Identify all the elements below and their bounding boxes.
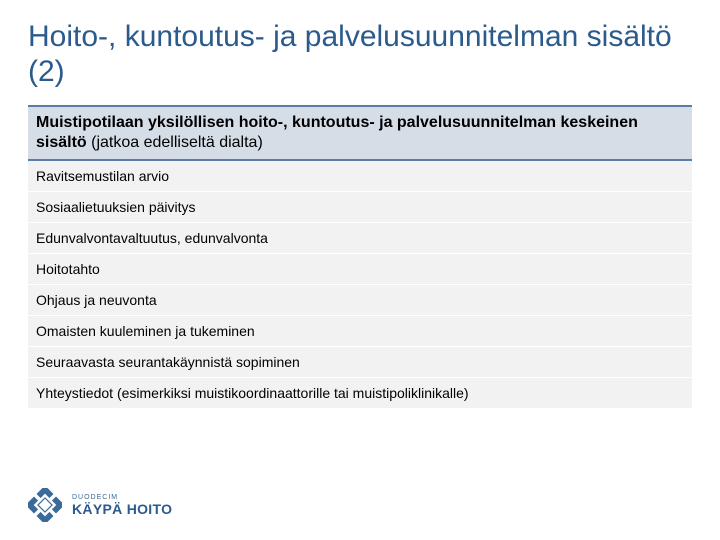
table-row: Hoitotahto [28,254,692,285]
table-header-row: Muistipotilaan yksilöllisen hoito-, kunt… [28,106,692,160]
table-row: Seuraavasta seurantakäynnistä sopiminen [28,347,692,378]
slide-title: Hoito-, kuntoutus- ja palvelusuunnitelma… [28,20,692,89]
table-row: Ohjaus ja neuvonta [28,285,692,316]
table-cell: Hoitotahto [28,254,692,285]
table-header-cell: Muistipotilaan yksilöllisen hoito-, kunt… [28,106,692,160]
footer-logo: DUODECIM KÄYPÄ HOITO [28,488,172,522]
logo-small-text: DUODECIM [72,494,172,501]
table-row: Edunvalvontavaltuutus, edunvalvonta [28,223,692,254]
logo-text: DUODECIM KÄYPÄ HOITO [72,494,172,516]
table-row: Ravitsemustilan arvio [28,160,692,192]
table-cell: Sosiaalietuuksien päivitys [28,192,692,223]
table-cell: Seuraavasta seurantakäynnistä sopiminen [28,347,692,378]
table-cell: Yhteystiedot (esimerkiksi muistikoordina… [28,378,692,409]
table-cell: Ravitsemustilan arvio [28,160,692,192]
table-cell: Omaisten kuuleminen ja tukeminen [28,316,692,347]
header-light: (jatkoa edelliseltä dialta) [87,134,263,151]
table-row: Omaisten kuuleminen ja tukeminen [28,316,692,347]
content-table: Muistipotilaan yksilöllisen hoito-, kunt… [28,105,692,409]
diamond-icon [28,488,62,522]
table-row: Sosiaalietuuksien päivitys [28,192,692,223]
slide: Hoito-, kuntoutus- ja palvelusuunnitelma… [0,0,720,540]
table-row: Yhteystiedot (esimerkiksi muistikoordina… [28,378,692,409]
table-cell: Edunvalvontavaltuutus, edunvalvonta [28,223,692,254]
table-cell: Ohjaus ja neuvonta [28,285,692,316]
logo-big-text: KÄYPÄ HOITO [72,502,172,516]
